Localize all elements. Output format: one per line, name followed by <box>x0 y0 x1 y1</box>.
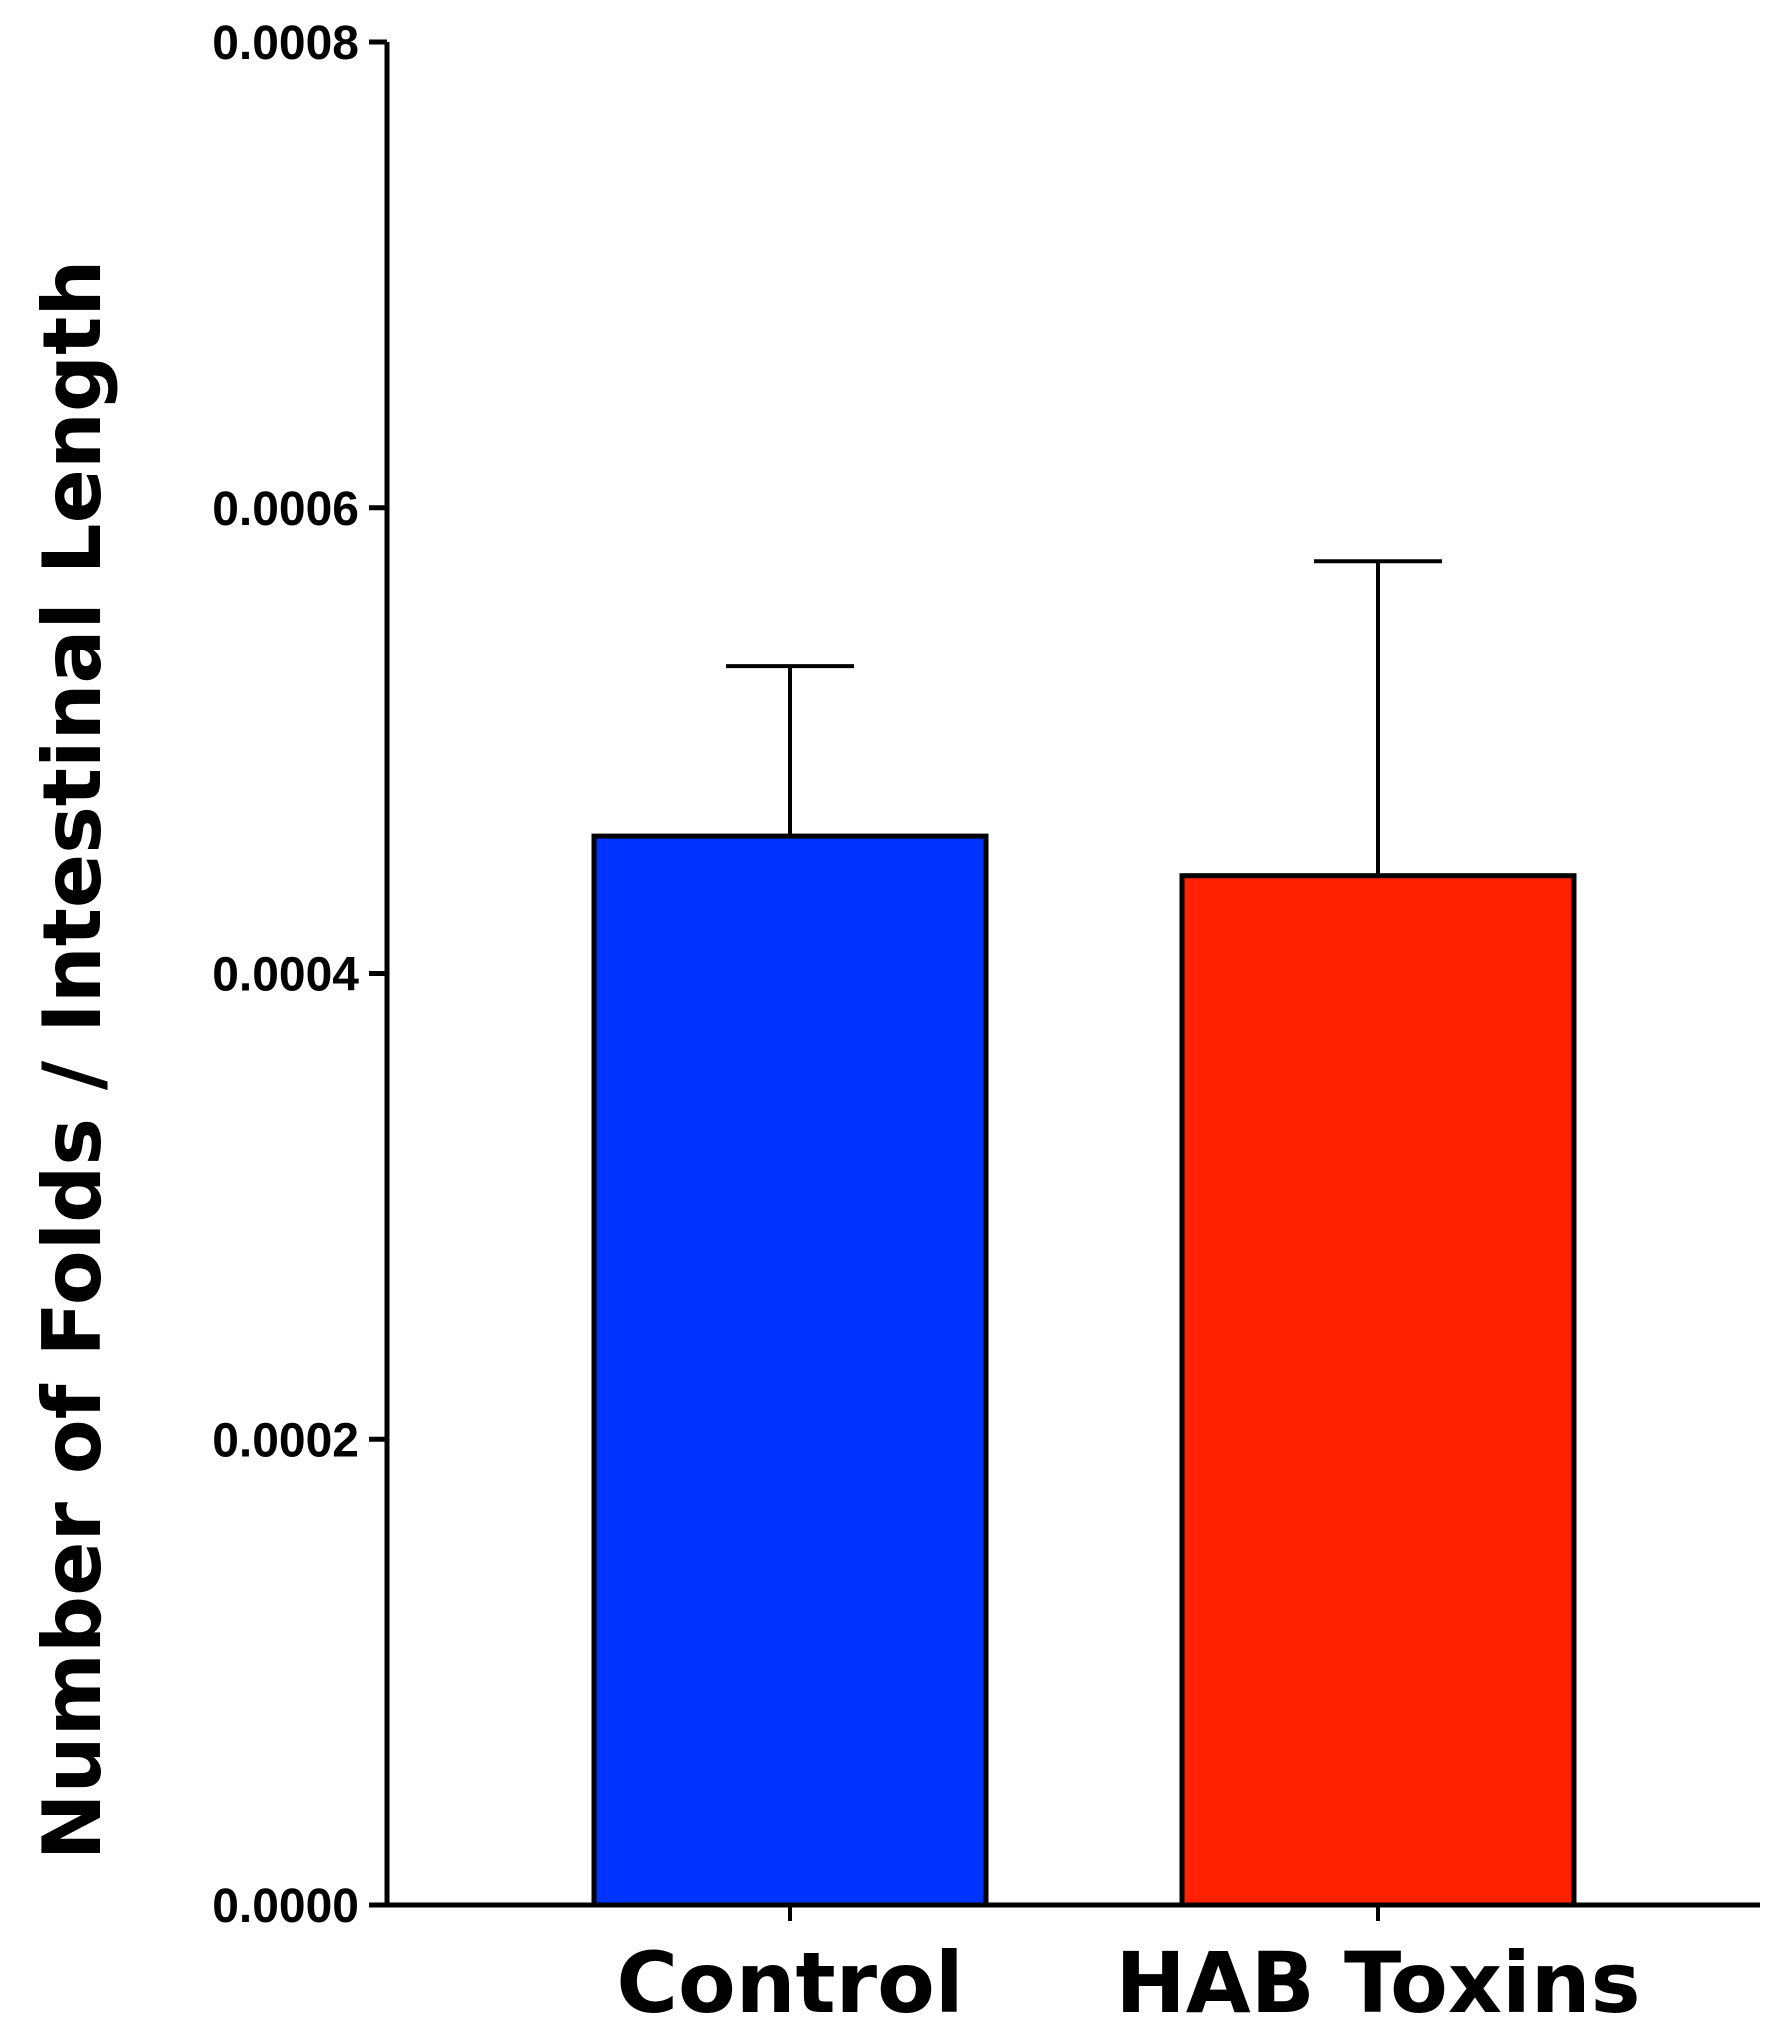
y-tick-label: 0.0000 <box>212 1880 359 1933</box>
y-ticks: 0.0000 0.0002 0.0004 0.0006 0.0008 <box>212 17 387 1933</box>
bars <box>591 833 1577 1908</box>
y-tick-label: 0.0004 <box>212 949 359 1002</box>
y-axis-title: Number of Folds / Intestinal Length <box>26 260 119 1861</box>
y-tick-label: 0.0006 <box>212 483 359 536</box>
x-category-label: HAB Toxins <box>1115 1934 1640 2032</box>
y-tick-label: 0.0008 <box>212 17 359 70</box>
y-tick-label: 0.0002 <box>212 1414 359 1467</box>
error-bars <box>726 559 1442 876</box>
x-category-label: Control <box>616 1934 963 2032</box>
bar-hab-toxins <box>1179 873 1577 1908</box>
bar-control <box>591 833 989 1908</box>
category-labels: Control HAB Toxins <box>616 1905 1641 2032</box>
y-axis-title-group: Number of Folds / Intestinal Length <box>26 260 119 1861</box>
